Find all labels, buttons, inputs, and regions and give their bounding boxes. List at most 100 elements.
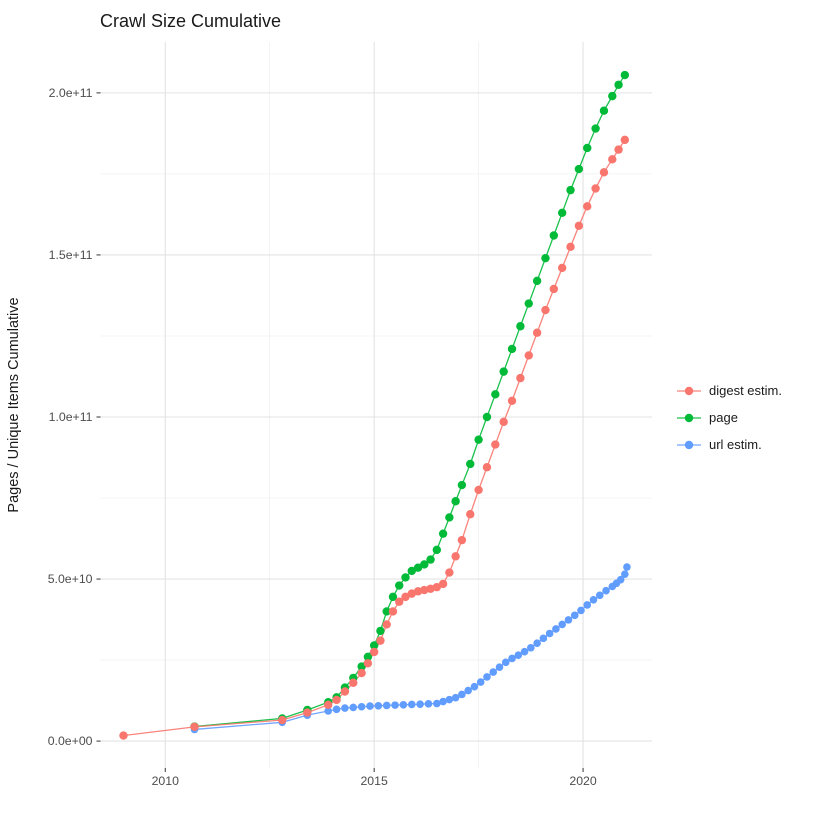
data-point-url	[357, 702, 366, 711]
data-point-page	[499, 367, 508, 376]
data-point-digest	[119, 731, 128, 740]
data-point-page	[524, 299, 533, 308]
x-tick-label: 2010	[152, 774, 180, 788]
data-point-url	[382, 701, 391, 710]
data-point-page	[516, 322, 525, 331]
data-point-url	[501, 658, 510, 667]
data-point-digest	[357, 668, 366, 678]
data-point-digest	[413, 587, 423, 596]
data-point-url	[539, 634, 548, 643]
data-point-url	[464, 686, 472, 695]
data-point-url	[623, 563, 631, 571]
data-point-page	[432, 545, 442, 555]
data-point-url	[583, 601, 592, 609]
data-point-url	[416, 700, 424, 708]
data-point-url	[433, 699, 441, 708]
series-line-page	[194, 74, 626, 728]
data-point-url	[489, 668, 498, 676]
data-point-page	[507, 344, 517, 354]
x-tick-label: 2015	[360, 774, 388, 788]
data-point-digest	[278, 715, 287, 725]
data-point-digest	[376, 636, 385, 645]
data-point-url	[391, 701, 399, 709]
data-point-page	[426, 555, 435, 564]
chart-title: Crawl Size Cumulative	[100, 11, 281, 31]
data-point-url	[495, 663, 504, 672]
data-point-url	[341, 704, 349, 712]
x-tick-label: 2020	[569, 774, 597, 788]
data-point-url	[552, 625, 560, 633]
data-point-digest	[363, 659, 373, 668]
data-point-digest	[507, 396, 517, 405]
data-point-page	[599, 106, 609, 115]
data-point-page	[395, 581, 404, 590]
legend-label-page: page	[709, 410, 738, 425]
data-point-url	[616, 575, 625, 584]
data-point-page	[457, 480, 467, 490]
data-point-digest	[369, 647, 379, 657]
data-point-url	[621, 570, 629, 578]
data-point-page	[532, 276, 542, 286]
data-point-digest	[516, 373, 525, 383]
legend-item-page: page	[676, 410, 782, 426]
data-point-url	[476, 678, 485, 686]
data-point-digest	[382, 620, 391, 629]
data-point-url	[527, 643, 535, 652]
y-tick-label: 5.0e+10	[48, 572, 93, 586]
series-points-digest	[119, 135, 630, 740]
legend-label-digest: digest estim.	[709, 383, 782, 398]
series-points-page	[190, 70, 630, 731]
y-axis-title: Pages / Unique Items Cumulative	[6, 297, 22, 512]
data-point-digest	[388, 607, 398, 616]
data-point-page	[438, 529, 448, 538]
data-point-digest	[491, 440, 500, 449]
data-point-url	[558, 620, 566, 629]
url-key-icon	[677, 440, 701, 450]
data-point-page	[363, 652, 373, 662]
data-point-digest	[524, 351, 533, 360]
data-point-url	[533, 639, 541, 648]
data-point-url	[407, 700, 416, 709]
legend-item-digest: digest estim.	[676, 383, 782, 399]
data-point-page	[445, 513, 454, 522]
data-point-page	[574, 164, 584, 174]
data-point-page	[466, 459, 475, 469]
series-points-url	[190, 563, 631, 734]
data-point-url	[564, 616, 573, 624]
data-point-digest	[395, 597, 404, 606]
data-point-page	[420, 560, 429, 569]
gridlines-minor	[100, 42, 652, 768]
data-point-url	[424, 700, 433, 708]
data-point-page	[557, 208, 567, 218]
data-point-url	[602, 586, 610, 595]
data-point-digest	[583, 202, 592, 211]
page-key-icon	[677, 413, 701, 423]
data-point-digest	[303, 708, 312, 717]
data-point-page	[451, 497, 460, 506]
data-point-url	[366, 702, 374, 710]
data-point-digest	[599, 168, 609, 177]
data-point-url	[508, 654, 516, 663]
data-point-digest	[332, 695, 341, 705]
data-point-digest	[608, 155, 617, 164]
data-point-page	[369, 641, 379, 650]
data-point-digest	[591, 184, 600, 193]
data-point-page	[388, 592, 398, 602]
data-point-digest	[574, 221, 584, 230]
data-series	[119, 70, 631, 740]
data-point-digest	[474, 485, 483, 495]
data-point-page	[583, 143, 592, 153]
data-point-digest	[401, 592, 410, 602]
data-point-page	[376, 626, 385, 636]
data-point-page	[608, 91, 617, 101]
data-point-digest	[438, 579, 448, 589]
data-point-page	[491, 390, 500, 399]
data-point-digest	[340, 687, 350, 696]
data-point-digest	[432, 582, 442, 592]
y-tick-label: 1.5e+11	[49, 248, 93, 262]
data-point-url	[458, 690, 466, 699]
gridlines-major	[100, 42, 652, 768]
data-point-digest	[451, 552, 460, 561]
